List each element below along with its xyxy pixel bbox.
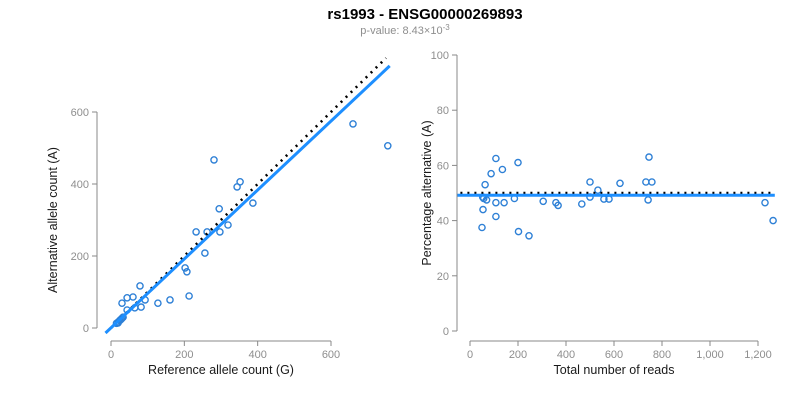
right-trend-lines [456, 191, 775, 197]
y-tick-label: 600 [71, 107, 89, 119]
left-y-axis-title: Alternative allele count (A) [46, 147, 60, 293]
y-tick-label: 0 [83, 323, 89, 335]
y-tick-label: 80 [437, 105, 449, 117]
data-point [492, 198, 500, 207]
right-y-axis-title: Percentage alternative (A) [420, 120, 434, 265]
data-point [181, 264, 189, 272]
x-tick-label: 800 [653, 349, 671, 361]
x-tick-label: 0 [108, 349, 114, 361]
left-x-axis-title: Reference allele count (G) [148, 363, 294, 377]
x-tick-label: 1,200 [744, 349, 772, 361]
data-point [249, 199, 257, 207]
data-point [383, 141, 392, 150]
right-axes: 0 200 400 600 800 1,000 1,200 0 20 40 60 80 100 [431, 50, 772, 361]
data-point [539, 197, 548, 206]
data-point [154, 299, 162, 308]
data-point [123, 293, 131, 302]
x-tick-label: 1,000 [696, 349, 724, 361]
left-trend-lines [104, 57, 391, 335]
data-point [492, 212, 500, 221]
data-point [642, 178, 650, 186]
data-point [192, 228, 200, 236]
data-point [500, 198, 508, 207]
data-point [210, 156, 218, 164]
y-tick-label: 400 [71, 179, 89, 191]
right-scatter-points [478, 153, 777, 240]
x-tick-label: 400 [557, 349, 575, 361]
data-point [525, 231, 533, 240]
pvalue-exponent: -3 [443, 23, 451, 32]
data-point [514, 158, 522, 167]
data-point [492, 154, 500, 163]
data-point [215, 204, 223, 213]
data-point [769, 216, 777, 225]
data-point [586, 178, 594, 186]
x-tick-label: 400 [248, 349, 266, 361]
data-point [236, 177, 244, 186]
right-panel-percentage: 0 200 400 600 800 1,000 1,200 0 20 40 60 80 100 Tota… [420, 50, 777, 377]
data-point [478, 223, 486, 232]
x-tick-label: 200 [175, 349, 193, 361]
x-tick-label: 200 [509, 349, 527, 361]
y-tick-label: 200 [71, 251, 89, 263]
chart-subtitle: p-value: 8.43×10-3 [360, 23, 450, 37]
data-point [183, 267, 191, 276]
data-point [224, 221, 232, 229]
data-point [648, 178, 656, 186]
data-point [201, 249, 209, 257]
chart-title: rs1993 - ENSG00000269893 [327, 6, 522, 23]
data-point [129, 293, 137, 301]
data-point [216, 228, 224, 236]
data-point [482, 196, 491, 204]
data-point [185, 292, 193, 300]
data-point [136, 282, 144, 290]
data-point [594, 186, 602, 194]
x-tick-label: 600 [605, 349, 623, 361]
data-point [644, 196, 652, 204]
y-tick-label: 40 [437, 216, 449, 228]
data-point [761, 198, 769, 207]
data-point [118, 314, 126, 323]
data-point [554, 201, 562, 210]
data-point [578, 200, 586, 208]
regression-fit-line [104, 64, 391, 335]
left-panel-allele-counts: 0 200 400 600 0 200 400 600 Reference allele co… [46, 57, 392, 377]
x-tick-label: 0 [467, 349, 473, 361]
data-point [645, 153, 653, 161]
data-point [481, 180, 489, 189]
y-tick-label: 20 [437, 271, 449, 283]
data-point [137, 303, 145, 311]
x-tick-label: 600 [322, 349, 340, 361]
data-point [349, 120, 357, 128]
data-point [166, 296, 174, 304]
data-point [487, 169, 495, 178]
data-point [119, 313, 127, 322]
data-point [616, 179, 624, 188]
data-point [514, 227, 523, 236]
data-point [479, 205, 487, 214]
data-point [498, 165, 507, 174]
data-point [118, 299, 126, 308]
y-tick-label: 0 [443, 326, 449, 338]
y-tick-label: 60 [437, 160, 449, 172]
y-tick-label: 100 [431, 50, 449, 62]
pvalue-text: p-value: 8.43×10 [360, 25, 442, 37]
left-axes: 0 200 400 600 0 200 400 600 [71, 107, 341, 361]
left-scatter-points [112, 120, 392, 328]
right-x-axis-title: Total number of reads [554, 363, 675, 377]
